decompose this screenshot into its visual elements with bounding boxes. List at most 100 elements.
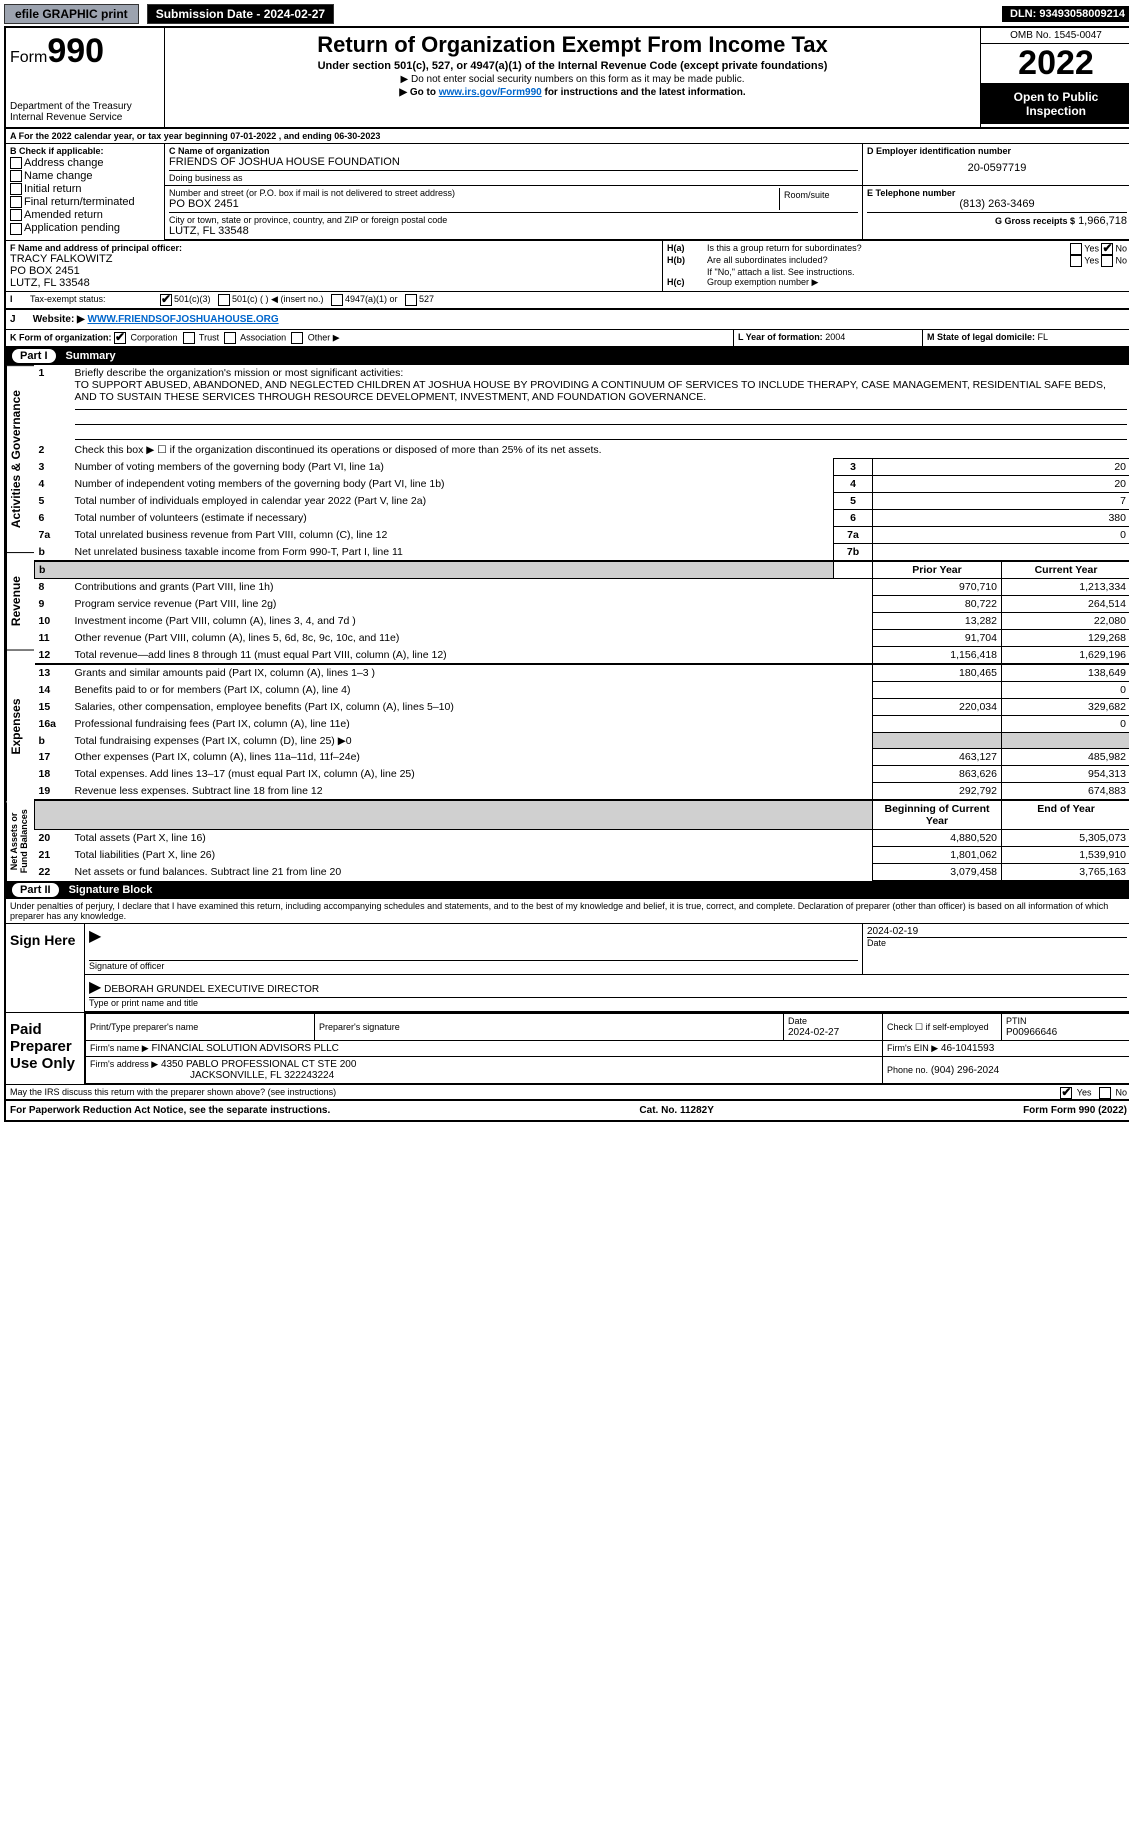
dept-treasury: Department of the Treasury: [10, 101, 160, 112]
firm-ein: 46-1041593: [941, 1043, 994, 1054]
year-formation: 2004: [825, 332, 845, 342]
side-net-assets: Net Assets or Fund Balances: [6, 802, 34, 881]
line-i-tax-status: I Tax-exempt status: 501(c)(3) 501(c) ( …: [6, 292, 1129, 309]
may-irs-discuss: May the IRS discuss this return with the…: [6, 1085, 1129, 1100]
street-address: PO BOX 2451: [169, 198, 779, 210]
room-suite-label: Room/suite: [779, 188, 858, 210]
cb-other[interactable]: [291, 332, 303, 344]
table-row: 5Total number of individuals employed in…: [35, 493, 1129, 510]
officer-addr1: PO BOX 2451: [10, 265, 658, 277]
cb-501c3[interactable]: [160, 294, 172, 306]
table-row: 10Investment income (Part VIII, column (…: [35, 613, 1129, 630]
phone-label: E Telephone number: [867, 188, 1127, 198]
cb-final-return[interactable]: [10, 196, 22, 208]
cb-trust[interactable]: [183, 332, 195, 344]
arrow-icon: ▶: [89, 979, 101, 996]
cb-4947[interactable]: [331, 294, 343, 306]
block-f-h: F Name and address of principal officer:…: [6, 241, 1129, 292]
officer-name: TRACY FALKOWITZ: [10, 253, 658, 265]
irs-link[interactable]: www.irs.gov/Form990: [439, 87, 542, 98]
block-b-to-g: B Check if applicable: Address change Na…: [6, 144, 1129, 241]
officer-name-title: DEBORAH GRUNDEL EXECUTIVE DIRECTOR: [104, 984, 319, 995]
table-row: 21Total liabilities (Part X, line 26)1,8…: [35, 847, 1129, 864]
table-row: bTotal fundraising expenses (Part IX, co…: [35, 733, 1129, 749]
form-note-ssn: ▶ Do not enter social security numbers o…: [173, 74, 972, 85]
part-2-header: Part II Signature Block: [6, 881, 1129, 899]
org-name: FRIENDS OF JOSHUA HOUSE FOUNDATION: [169, 156, 858, 168]
form-note-link: ▶ Go to www.irs.gov/Form990 for instruct…: [173, 87, 972, 98]
irs-label: Internal Revenue Service: [10, 112, 160, 123]
cb-name-change[interactable]: [10, 170, 22, 182]
efile-badge: efile GRAPHIC print: [4, 4, 139, 24]
cb-527[interactable]: [405, 294, 417, 306]
table-row: 6Total number of volunteers (estimate if…: [35, 510, 1129, 527]
table-row: 4Number of independent voting members of…: [35, 476, 1129, 493]
sig-date-value: 2024-02-19: [867, 926, 1127, 937]
table-row: 8Contributions and grants (Part VIII, li…: [35, 579, 1129, 596]
table-row: 14Benefits paid to or for members (Part …: [35, 682, 1129, 699]
ptin-value: P00966646: [1006, 1027, 1057, 1038]
cb-irs-yes[interactable]: [1060, 1087, 1072, 1099]
table-row: 19Revenue less expenses. Subtract line 1…: [35, 783, 1129, 801]
table-row: 13Grants and similar amounts paid (Part …: [35, 664, 1129, 682]
tax-year: 2022: [981, 44, 1129, 84]
line-a-tax-year: A For the 2022 calendar year, or tax yea…: [6, 129, 1129, 144]
section-b-checkboxes: B Check if applicable: Address change Na…: [6, 144, 165, 240]
cb-ha-no[interactable]: [1101, 243, 1113, 255]
mission-text: TO SUPPORT ABUSED, ABANDONED, AND NEGLEC…: [75, 379, 1106, 403]
open-public-badge: Open to Public Inspection: [981, 84, 1129, 124]
side-revenue: Revenue: [6, 552, 34, 650]
cb-hb-no[interactable]: [1101, 255, 1113, 267]
table-row: 22Net assets or fund balances. Subtract …: [35, 864, 1129, 881]
form-title: Return of Organization Exempt From Incom…: [173, 32, 972, 58]
table-row: 7aTotal unrelated business revenue from …: [35, 527, 1129, 544]
form-footer: For Paperwork Reduction Act Notice, see …: [6, 1100, 1129, 1120]
line-k-l-m: K Form of organization: Corporation Trus…: [6, 330, 1129, 347]
submission-date: Submission Date - 2024-02-27: [147, 4, 334, 24]
line-j-website: J Website: ▶ WWW.FRIENDSOFJOSHUAHOUSE.OR…: [6, 309, 1129, 330]
cb-hb-yes[interactable]: [1070, 255, 1082, 267]
table-row: 15Salaries, other compensation, employee…: [35, 699, 1129, 716]
arrow-icon: ▶: [89, 928, 101, 945]
gross-receipts-value: 1,966,718: [1078, 215, 1127, 227]
phone-value: (813) 263-3469: [867, 198, 1127, 210]
form-number: Form990: [10, 32, 160, 71]
form-header: Form990 Department of the Treasury Inter…: [6, 28, 1129, 129]
website-link[interactable]: WWW.FRIENDSOFJOSHUAHOUSE.ORG: [88, 314, 279, 325]
table-row: 11Other revenue (Part VIII, column (A), …: [35, 630, 1129, 647]
cb-corporation[interactable]: [114, 332, 126, 344]
preparer-date: 2024-02-27: [788, 1027, 839, 1038]
cb-ha-yes[interactable]: [1070, 243, 1082, 255]
omb-number: OMB No. 1545-0047: [981, 28, 1129, 44]
paid-preparer-block: Paid Preparer Use Only Print/Type prepar…: [6, 1013, 1129, 1085]
cb-initial-return[interactable]: [10, 183, 22, 195]
ein-value: 20-0597719: [867, 162, 1127, 174]
table-row: 16aProfessional fundraising fees (Part I…: [35, 716, 1129, 733]
firm-address2: JACKSONVILLE, FL 322243224: [190, 1070, 334, 1081]
part-1-header: Part I Summary: [6, 347, 1129, 365]
cb-association[interactable]: [224, 332, 236, 344]
ein-label: D Employer identification number: [867, 146, 1127, 156]
table-row: 18Total expenses. Add lines 13–17 (must …: [35, 766, 1129, 783]
side-activities: Activities & Governance: [6, 365, 34, 552]
cb-irs-no[interactable]: [1099, 1087, 1111, 1099]
state-domicile: FL: [1038, 332, 1049, 342]
side-expenses: Expenses: [6, 650, 34, 802]
part-1-body: Activities & Governance Revenue Expenses…: [6, 365, 1129, 881]
gross-receipts-label: G Gross receipts $: [995, 216, 1075, 226]
table-row: 17Other expenses (Part IX, column (A), l…: [35, 749, 1129, 766]
cb-application-pending[interactable]: [10, 223, 22, 235]
table-row: 20Total assets (Part X, line 16)4,880,52…: [35, 830, 1129, 847]
cb-address-change[interactable]: [10, 157, 22, 169]
perjury-declaration: Under penalties of perjury, I declare th…: [6, 899, 1129, 924]
table-row: 9Program service revenue (Part VIII, lin…: [35, 596, 1129, 613]
dln: DLN: 93493058009214: [1002, 6, 1129, 22]
section-c-block: C Name of organization FRIENDS OF JOSHUA…: [165, 144, 1129, 240]
city-state-zip: LUTZ, FL 33548: [169, 225, 858, 237]
table-row: 12Total revenue—add lines 8 through 11 (…: [35, 647, 1129, 665]
cb-501c[interactable]: [218, 294, 230, 306]
sign-here-block: Sign Here ▶ Signature of officer 2024-02…: [6, 924, 1129, 1013]
cb-amended[interactable]: [10, 209, 22, 221]
form-container: Form990 Department of the Treasury Inter…: [4, 26, 1129, 1122]
firm-name: FINANCIAL SOLUTION ADVISORS PLLC: [151, 1043, 338, 1054]
